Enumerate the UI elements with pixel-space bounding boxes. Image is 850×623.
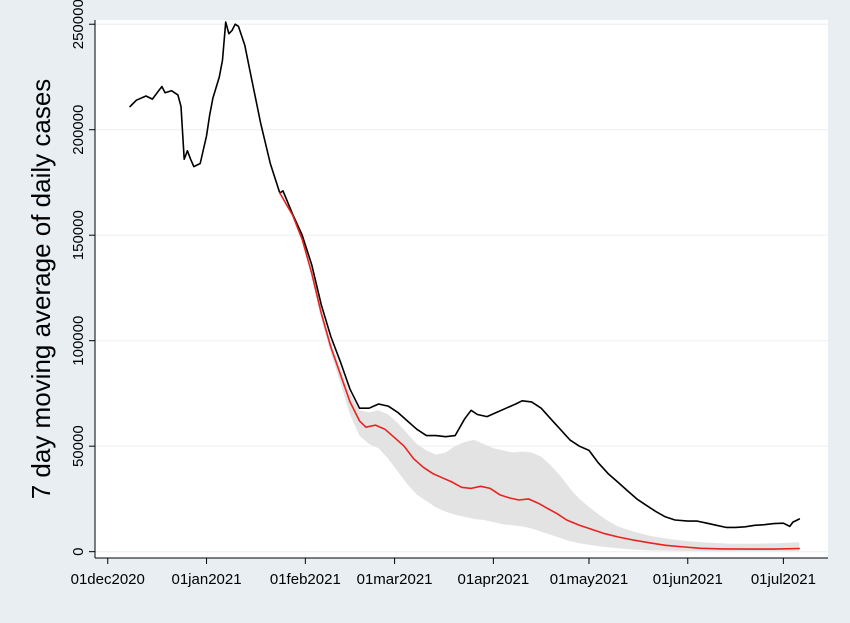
y-tick-label-2: 100000 [70, 316, 87, 366]
axes-layer [94, 20, 828, 559]
x-tick-label-3: 01mar2021 [357, 571, 433, 588]
x-tick-label-0: 01dec2020 [71, 571, 145, 588]
x-tick-label-6: 01jun2021 [653, 571, 723, 588]
x-tick-label-1: 01jan2021 [172, 571, 242, 588]
confidence-band-layer [279, 193, 800, 552]
x-tick-label-4: 01apr2021 [458, 571, 530, 588]
x-tick-label-2: 01feb2021 [270, 571, 341, 588]
series-layer [129, 21, 801, 550]
y-tick-label-5: 250000 [70, 0, 87, 49]
y-ticks: 0 50000 100000 150000 200000 250000 [70, 0, 95, 556]
confidence-band [279, 193, 800, 552]
y-tick-label-1: 50000 [70, 425, 87, 467]
x-tick-label-7: 01jul2021 [751, 571, 816, 588]
series-line-projected [278, 192, 801, 550]
y-axis-title: 7 day moving average of daily cases [26, 79, 56, 500]
y-tick-label-4: 200000 [70, 105, 87, 155]
x-tick-label-5: 01may2021 [550, 571, 628, 588]
series-line-observed [129, 21, 801, 529]
y-tick-label-0: 0 [70, 547, 87, 555]
x-ticks: 01dec2020 01jan2021 01feb2021 01mar2021 01ap… [71, 558, 816, 588]
y-tick-label-3: 150000 [70, 210, 87, 260]
